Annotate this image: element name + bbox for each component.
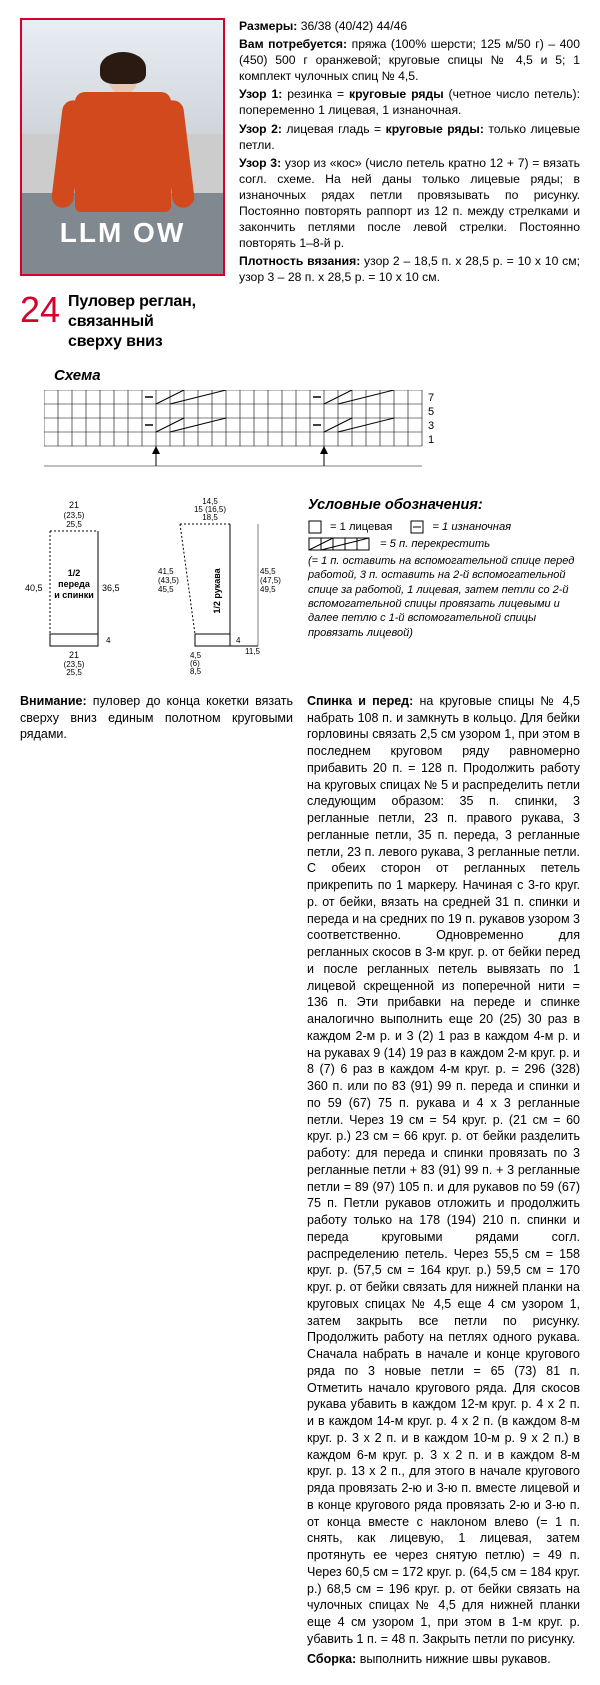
- pattern-number: 24: [20, 292, 60, 328]
- schematics-svg: 21 (23,5) 25,5 40,5 36,5 1/2 переда и сп…: [20, 496, 290, 676]
- svg-text:25,5: 25,5: [66, 520, 82, 529]
- svg-text:5: 5: [428, 406, 434, 418]
- specifications: Размеры: 36/38 (40/42) 44/46 Вам потребу…: [239, 18, 580, 352]
- svg-text:7: 7: [428, 392, 434, 404]
- svg-text:18,5: 18,5: [202, 513, 218, 522]
- svg-text:переда: переда: [58, 579, 91, 589]
- garment-diagrams: 21 (23,5) 25,5 40,5 36,5 1/2 переда и сп…: [20, 496, 290, 681]
- svg-text:21: 21: [69, 650, 79, 660]
- svg-text:40,5: 40,5: [25, 583, 43, 593]
- knitting-chart: Схема 7 5 3 1: [20, 366, 580, 486]
- svg-text:1/2 рукава: 1/2 рукава: [212, 568, 222, 614]
- svg-text:(47,5): (47,5): [260, 576, 281, 585]
- left-column: LLM OW 24 Пуловер реглан, связанный свер…: [20, 18, 225, 352]
- legend-item: = 5 п. перекрестить: [308, 537, 580, 552]
- svg-text:8,5: 8,5: [190, 667, 202, 676]
- svg-text:4: 4: [106, 636, 111, 645]
- svg-text:25,5: 25,5: [66, 668, 82, 676]
- svg-text:21: 21: [69, 500, 79, 510]
- svg-text:45,5: 45,5: [260, 567, 276, 576]
- instructions-body: Внимание: пуловер до конца кокетки вязат…: [20, 693, 580, 1668]
- svg-text:3: 3: [428, 420, 434, 432]
- chart-svg: 7 5 3 1: [44, 390, 464, 486]
- svg-text:и спинки: и спинки: [54, 590, 93, 600]
- photo-bg-text: LLM OW: [60, 214, 186, 252]
- svg-text:36,5: 36,5: [102, 583, 120, 593]
- chart-legend: Условные обозначения: = 1 лицевая = 1 из…: [308, 496, 580, 681]
- svg-text:45,5: 45,5: [158, 585, 174, 594]
- svg-text:41,5: 41,5: [158, 567, 174, 576]
- diagram-row: 21 (23,5) 25,5 40,5 36,5 1/2 переда и сп…: [20, 496, 580, 681]
- svg-text:49,5: 49,5: [260, 585, 276, 594]
- chart-label: Схема: [54, 366, 580, 386]
- model-photo: LLM OW: [20, 18, 225, 276]
- svg-text:1: 1: [428, 434, 434, 446]
- svg-text:11,5: 11,5: [245, 647, 261, 656]
- svg-text:4: 4: [236, 636, 241, 645]
- svg-text:1/2: 1/2: [68, 568, 81, 578]
- svg-text:(23,5): (23,5): [64, 511, 85, 520]
- legend-item: = 1 лицевая = 1 изнаночная: [308, 520, 580, 535]
- svg-text:(43,5): (43,5): [158, 576, 179, 585]
- legend-note: (= 1 п. оставить на вспомогательной спиц…: [308, 554, 580, 640]
- header-row: LLM OW 24 Пуловер реглан, связанный свер…: [20, 18, 580, 352]
- legend-title: Условные обозначения:: [308, 496, 580, 516]
- pattern-title: 24 Пуловер реглан, связанный сверху вниз: [20, 292, 225, 352]
- pattern-name: Пуловер реглан, связанный сверху вниз: [68, 292, 196, 352]
